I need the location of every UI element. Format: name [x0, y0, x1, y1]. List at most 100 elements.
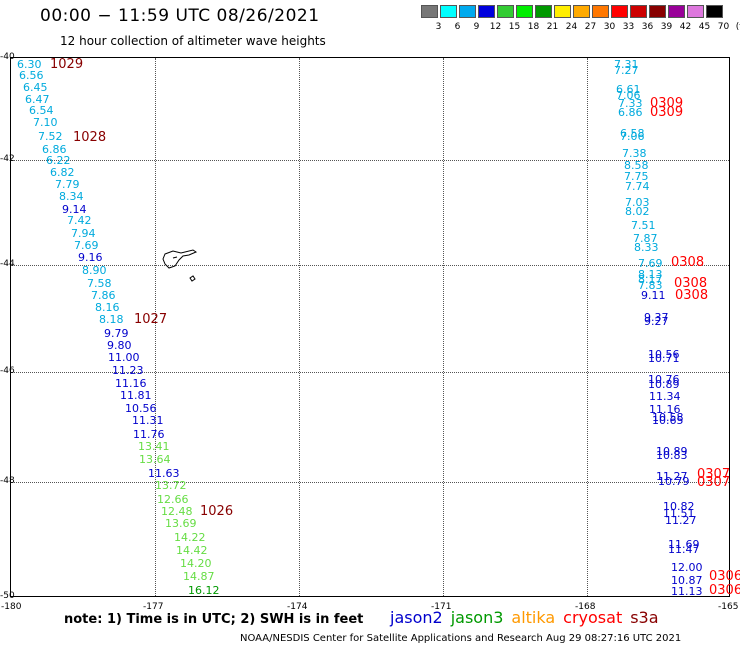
- wave-height-label: 7.10: [33, 116, 58, 129]
- legend-label: 18: [527, 22, 540, 32]
- wave-height-label: 10.89: [656, 445, 688, 458]
- legend-swatch: [573, 5, 590, 18]
- legend-swatch: [440, 5, 457, 18]
- lat-label: -46: [0, 366, 15, 376]
- wave-height-label: 12.48: [161, 505, 193, 518]
- wave-height-label: 8.33: [634, 241, 659, 254]
- wave-height-label: 10.79: [658, 475, 690, 488]
- lat-label: -50: [0, 591, 15, 601]
- wave-height-label: 11.69: [668, 538, 700, 551]
- legend-label: 39: [660, 22, 673, 32]
- map-area[interactable]: 6.30 6.56 6.45 6.47 6.54 7.10 7.52 6.86 6.22 6.82…: [10, 57, 740, 598]
- lon-label: -168: [575, 602, 596, 612]
- wave-height-label: 12.66: [157, 493, 189, 506]
- map-title: 00:00 − 11:59 UTC 08/26/2021: [40, 6, 320, 26]
- wave-height-label: 9.27: [644, 315, 669, 328]
- wave-height-label: 7.74: [625, 180, 650, 193]
- wave-height-label: 13.41: [138, 440, 170, 453]
- legend-label: 15: [508, 22, 521, 32]
- credit-line: NOAA/NESDIS Center for Satellite Applica…: [240, 633, 682, 644]
- wave-height-label: 8.34: [59, 190, 84, 203]
- wave-height-label: 11.47: [668, 543, 700, 556]
- legend-label: 30: [603, 22, 616, 32]
- wave-height-label: 9.11: [641, 289, 666, 302]
- legend-swatch: [630, 5, 647, 18]
- sat-jason3: jason3: [450, 608, 504, 627]
- legend-label: 70: [717, 22, 730, 32]
- legend-swatch: [687, 5, 704, 18]
- wave-height-label: 6.56: [19, 69, 44, 82]
- wave-height-label: 10.87: [671, 574, 703, 587]
- meridian-gridline: [587, 58, 588, 596]
- legend-swatch: [706, 5, 723, 18]
- wave-height-label: 7.75: [624, 170, 649, 183]
- wave-height-label: 8.90: [82, 264, 107, 277]
- wave-height-label: 11.81: [120, 389, 152, 402]
- lat-label: -44: [0, 259, 15, 269]
- wave-height-label: 10.56: [648, 348, 680, 361]
- pass-time-label: 1027: [134, 312, 168, 327]
- wave-height-label: 14.20: [180, 557, 212, 570]
- legend-label: 3: [435, 22, 442, 32]
- satellite-legend: jason2 jason3 altika cryosat s3a: [390, 608, 667, 627]
- wave-height-label: 8.13: [638, 268, 663, 281]
- legend-swatch: [668, 5, 685, 18]
- wave-height-label: 8.18: [99, 313, 124, 326]
- legend-label: 27: [584, 22, 597, 32]
- legend-swatch: [649, 5, 666, 18]
- wave-height-label: 7.42: [67, 214, 92, 227]
- legend-swatch: [535, 5, 552, 18]
- sat-altika: altika: [511, 608, 556, 627]
- wave-height-label: 11.23: [112, 364, 144, 377]
- wave-height-label: 11.27: [656, 470, 688, 483]
- pass-time-label: 0308: [671, 255, 705, 270]
- pass-time-label: 0308: [674, 276, 708, 291]
- wave-height-label: 11.34: [649, 390, 681, 403]
- wave-height-label: 11.16: [649, 403, 681, 416]
- wave-height-label: 8.16: [95, 301, 120, 314]
- wave-height-label: 6.86: [42, 143, 67, 156]
- wave-height-label: 14.22: [174, 531, 206, 544]
- legend-label: 33: [622, 22, 635, 32]
- sat-jason2: jason2: [390, 608, 443, 627]
- wave-height-label: 6.82: [50, 166, 75, 179]
- wave-height-label: 7.79: [55, 178, 80, 191]
- pass-time-label: 0309: [650, 105, 684, 120]
- units-note: note: 1) Time is in UTC; 2) SWH is in fe…: [64, 612, 364, 627]
- wave-height-label: 7.51: [631, 219, 656, 232]
- wave-height-label: 14.87: [183, 570, 215, 583]
- wave-height-label: 13.64: [139, 453, 171, 466]
- map-subtitle: 12 hour collection of altimeter wave hei…: [60, 34, 326, 48]
- wave-height-label: 8.58: [624, 159, 649, 172]
- legend-label: 21: [546, 22, 559, 32]
- wave-height-label: 11.13: [671, 585, 703, 598]
- wave-height-label: 14.42: [176, 544, 208, 557]
- wave-height-label: 10.89: [648, 378, 680, 391]
- wave-height-label: 9.37: [644, 311, 669, 324]
- wave-height-label: 13.69: [165, 517, 197, 530]
- wave-height-label: 6.30: [17, 58, 42, 71]
- wave-height-label: 16.12: [188, 584, 220, 597]
- pass-time-label: 0306: [709, 569, 740, 584]
- wave-height-label: 7.69: [74, 239, 99, 252]
- wave-height-label: 11.76: [133, 428, 165, 441]
- wave-height-label: 9.80: [107, 339, 132, 352]
- legend-label: 42: [679, 22, 692, 32]
- wave-height-label: 7.06: [620, 130, 645, 143]
- pass-time-label: 0306: [709, 583, 740, 598]
- legend-label: 6: [454, 22, 461, 32]
- legend-label: (ft): [735, 22, 740, 32]
- wave-height-label: 11.00: [108, 351, 140, 364]
- sat-cryosat: cryosat: [563, 608, 623, 627]
- wave-height-label: 10.65: [652, 414, 684, 427]
- parallel-gridline: [11, 482, 729, 483]
- pass-time-label: 0308: [675, 288, 709, 303]
- legend-swatch: [592, 5, 609, 18]
- lat-label: -42: [0, 154, 15, 164]
- lat-label: -48: [0, 476, 15, 486]
- wave-height-label: 6.45: [23, 81, 48, 94]
- parallel-gridline: [11, 265, 729, 266]
- meridian-gridline: [155, 58, 156, 596]
- legend-label: 24: [565, 22, 578, 32]
- wave-height-label: 7.86: [91, 289, 116, 302]
